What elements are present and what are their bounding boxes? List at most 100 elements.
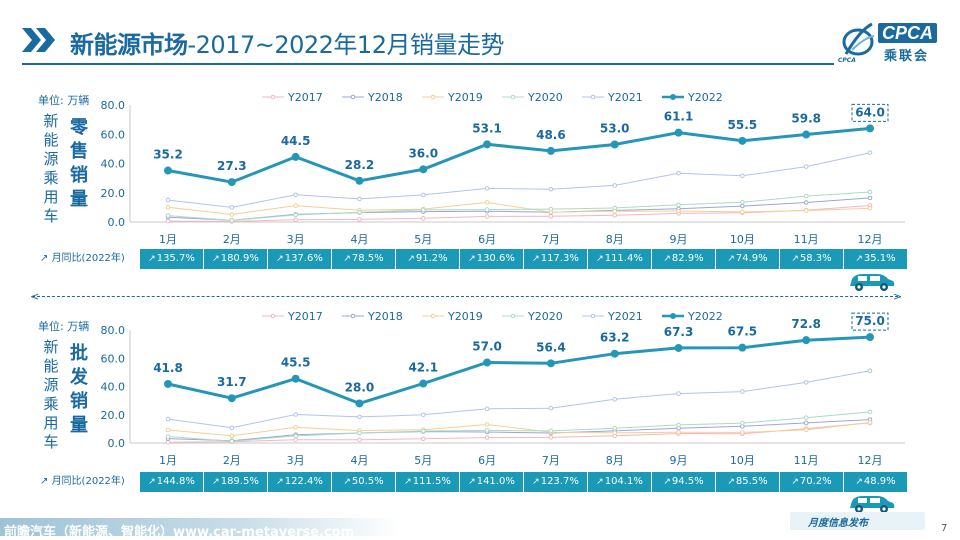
data-point bbox=[293, 203, 298, 208]
data-point bbox=[357, 196, 362, 202]
yoy-row: ↗ 月同比(2022年) ↗135.7% ↗180.9% ↗137.6% ↗78… bbox=[38, 249, 908, 269]
yoy-cell: ↗35.1% bbox=[844, 249, 907, 269]
yoy-cell: ↗104.1% bbox=[588, 472, 651, 492]
legend-label: Y2022 bbox=[687, 91, 723, 104]
legend-label: Y2021 bbox=[607, 91, 643, 104]
data-point bbox=[293, 192, 298, 198]
data-point bbox=[484, 406, 490, 412]
series-line bbox=[167, 205, 871, 222]
metric-label: 批发销量 bbox=[70, 343, 88, 436]
y-tick-label: 40.0 bbox=[101, 381, 126, 394]
yoy-cell: ↗180.9% bbox=[204, 249, 267, 269]
yoy-cell: ↗91.2% bbox=[396, 249, 459, 269]
data-point bbox=[548, 206, 554, 212]
data-label: 28.2 bbox=[345, 158, 375, 172]
data-point bbox=[612, 430, 618, 436]
data-point bbox=[866, 124, 874, 133]
legend-marker bbox=[350, 94, 356, 100]
yoy-cell: ↗130.6% bbox=[460, 249, 523, 269]
x-tick-label: 12月 bbox=[858, 454, 883, 467]
data-label: 42.1 bbox=[408, 361, 438, 375]
data-label: 67.5 bbox=[728, 325, 758, 339]
data-point bbox=[357, 414, 362, 420]
data-label: 75.0 bbox=[855, 314, 885, 328]
data-point bbox=[867, 205, 873, 211]
header: 新能源市场-2017~2022年12月销量走势 CPCA 乘联会 CPCA bbox=[0, 0, 960, 70]
data-label: 72.8 bbox=[791, 317, 821, 331]
data-point bbox=[484, 186, 490, 191]
data-point bbox=[229, 439, 235, 444]
data-point bbox=[548, 186, 554, 192]
metric-label: 零售销量 bbox=[70, 117, 88, 210]
data-point bbox=[229, 433, 235, 439]
data-point bbox=[229, 425, 235, 431]
x-tick-label: 4月 bbox=[350, 233, 368, 246]
page-title: 新能源市场-2017~2022年12月销量走势 bbox=[70, 31, 504, 59]
legend-label: Y2017 bbox=[287, 91, 323, 104]
x-tick-label: 6月 bbox=[478, 454, 496, 467]
data-label: 27.3 bbox=[217, 159, 247, 173]
yoy-cell: ↗50.5% bbox=[332, 472, 395, 492]
yoy-row: ↗ 月同比(2022年) ↗144.8% ↗189.5% ↗122.4% ↗50… bbox=[38, 472, 908, 492]
yoy-cell: ↗78.5% bbox=[332, 249, 395, 269]
data-point bbox=[291, 374, 300, 383]
data-point bbox=[867, 150, 873, 155]
data-label: 36.0 bbox=[408, 146, 438, 160]
yoy-cell: ↗94.5% bbox=[652, 472, 715, 492]
legend-marker bbox=[510, 94, 516, 100]
yoy-cell: ↗189.5% bbox=[204, 472, 267, 492]
data-point bbox=[420, 412, 426, 418]
data-point bbox=[802, 336, 811, 345]
data-point bbox=[229, 218, 235, 223]
data-point bbox=[867, 409, 873, 415]
data-label: 53.1 bbox=[472, 121, 502, 135]
x-tick-label: 11月 bbox=[794, 454, 819, 467]
data-point bbox=[676, 170, 681, 176]
series-line bbox=[167, 126, 871, 184]
yoy-cell: ↗111.4% bbox=[588, 249, 651, 269]
data-label: 59.8 bbox=[791, 112, 821, 126]
car-icon bbox=[850, 274, 895, 291]
x-tick-label: 9月 bbox=[670, 233, 688, 246]
x-tick-label: 7月 bbox=[542, 454, 560, 467]
legend-marker bbox=[430, 313, 436, 319]
data-point bbox=[676, 391, 681, 396]
data-point bbox=[676, 422, 681, 428]
x-tick-label: 3月 bbox=[287, 233, 305, 246]
data-point bbox=[676, 202, 681, 208]
legend-label: Y2019 bbox=[447, 91, 483, 104]
data-point bbox=[165, 197, 171, 203]
data-point bbox=[165, 434, 171, 439]
legend-label: Y2018 bbox=[367, 91, 403, 104]
data-point bbox=[802, 130, 811, 139]
legend-label: Y2021 bbox=[607, 310, 643, 323]
series-line bbox=[167, 152, 871, 208]
car-icon bbox=[850, 496, 895, 513]
yoy-cell: ↗58.3% bbox=[780, 249, 843, 269]
series-line bbox=[167, 411, 871, 442]
y-tick-label: 60.0 bbox=[101, 128, 126, 141]
data-point bbox=[420, 207, 426, 213]
data-point bbox=[357, 430, 362, 436]
data-point bbox=[293, 212, 298, 218]
data-label: 56.4 bbox=[536, 340, 566, 354]
data-point bbox=[867, 195, 873, 201]
data-point bbox=[867, 368, 873, 374]
data-point bbox=[866, 333, 874, 342]
data-point bbox=[420, 192, 426, 198]
legend-label: Y2022 bbox=[687, 310, 723, 323]
series-line bbox=[167, 422, 871, 443]
data-point bbox=[229, 205, 235, 210]
data-point bbox=[227, 394, 236, 403]
legend-label: Y2020 bbox=[527, 310, 563, 323]
yoy-cell: ↗144.8% bbox=[140, 472, 203, 492]
data-point bbox=[229, 212, 235, 217]
legend-marker bbox=[510, 313, 516, 319]
x-tick-label: 3月 bbox=[287, 454, 305, 467]
yoy-cell: ↗137.6% bbox=[268, 249, 331, 269]
legend-label: Y2018 bbox=[367, 310, 403, 323]
x-tick-label: 5月 bbox=[414, 454, 432, 467]
yoy-cell: ↗85.5% bbox=[716, 472, 779, 492]
y-tick-label: 60.0 bbox=[101, 352, 126, 365]
data-point bbox=[357, 437, 362, 443]
